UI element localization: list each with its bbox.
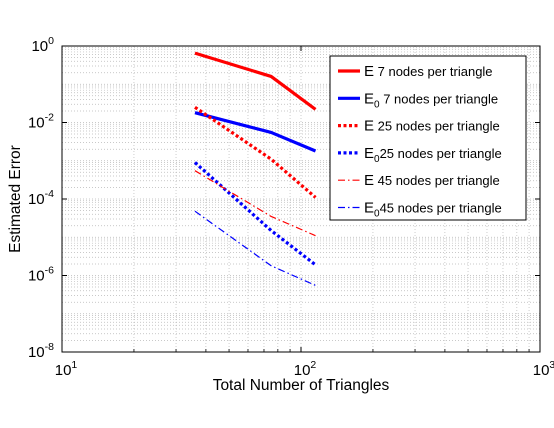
legend-text: 25 nodes per triangle bbox=[374, 119, 500, 134]
x-tick-label: 102 bbox=[294, 359, 317, 379]
x-tick-label: 101 bbox=[55, 359, 78, 379]
y-tick-label-base: 10 bbox=[28, 268, 45, 285]
legend-symbol: E bbox=[364, 145, 374, 162]
y-tick-label-base: 10 bbox=[28, 344, 45, 361]
x-tick-label-exponent: 1 bbox=[71, 359, 77, 371]
series-line-2 bbox=[194, 105, 317, 199]
legend-text: 45 nodes per triangle bbox=[380, 201, 502, 216]
y-tick-label-exponent: -4 bbox=[45, 188, 54, 200]
legend-subscript: 0 bbox=[374, 99, 380, 110]
y-tick-label-exponent: -8 bbox=[45, 341, 54, 353]
legend-symbol: E bbox=[364, 63, 374, 80]
legend-label-1: E0 7 nodes per triangle bbox=[364, 90, 498, 110]
x-tick-label: 103 bbox=[533, 359, 554, 379]
legend-text: 25 nodes per triangle bbox=[380, 146, 502, 161]
y-tick-label-base: 10 bbox=[28, 115, 45, 132]
x-tick-label-base: 10 bbox=[294, 362, 311, 379]
x-tick-label-base: 10 bbox=[533, 362, 550, 379]
y-axis-label: Estimated Error bbox=[7, 145, 24, 253]
legend-text: 45 nodes per triangle bbox=[374, 173, 500, 188]
legend-symbol: E bbox=[364, 200, 374, 217]
legend-label-5: E045 nodes per triangle bbox=[364, 200, 502, 220]
legend-label-3: E025 nodes per triangle bbox=[364, 145, 502, 165]
y-tick-label: 10-6 bbox=[28, 265, 54, 285]
x-tick-label-base: 10 bbox=[55, 362, 72, 379]
legend-label-0: E 7 nodes per triangle bbox=[364, 63, 493, 80]
y-tick-label: 10-4 bbox=[28, 188, 54, 208]
x-tick-label-exponent: 2 bbox=[310, 359, 316, 371]
y-tick-label: 10-8 bbox=[28, 341, 54, 361]
series-lines bbox=[193, 51, 317, 286]
y-tick-label: 10-2 bbox=[28, 112, 54, 132]
legend-symbol: E bbox=[364, 172, 374, 189]
x-tick-label-exponent: 3 bbox=[549, 359, 554, 371]
series-line-4 bbox=[194, 170, 316, 237]
series-line-1 bbox=[194, 111, 317, 153]
legend-label-2: E 25 nodes per triangle bbox=[364, 118, 500, 135]
y-tick-label-base: 10 bbox=[31, 38, 48, 55]
legend-text: 7 nodes per triangle bbox=[380, 91, 499, 106]
series-line-3 bbox=[193, 161, 317, 267]
series-line-5 bbox=[194, 210, 316, 286]
legend-text: 7 nodes per triangle bbox=[374, 64, 493, 79]
legend-subscript: 0 bbox=[374, 154, 380, 165]
legend-symbol: E bbox=[364, 118, 374, 135]
series-line-0 bbox=[194, 51, 317, 111]
y-tick-label-exponent: -6 bbox=[45, 265, 54, 277]
y-tick-label-base: 10 bbox=[28, 191, 45, 208]
legend-box bbox=[329, 55, 527, 221]
y-tick-label-exponent: 0 bbox=[48, 35, 54, 47]
legend-subscript: 0 bbox=[374, 209, 380, 220]
y-tick-label: 100 bbox=[31, 35, 54, 55]
legend-symbol: E bbox=[364, 90, 374, 107]
legend-label-4: E 45 nodes per triangle bbox=[364, 172, 500, 189]
x-axis-label: Total Number of Triangles bbox=[213, 377, 390, 394]
y-tick-label-exponent: -2 bbox=[45, 112, 54, 124]
